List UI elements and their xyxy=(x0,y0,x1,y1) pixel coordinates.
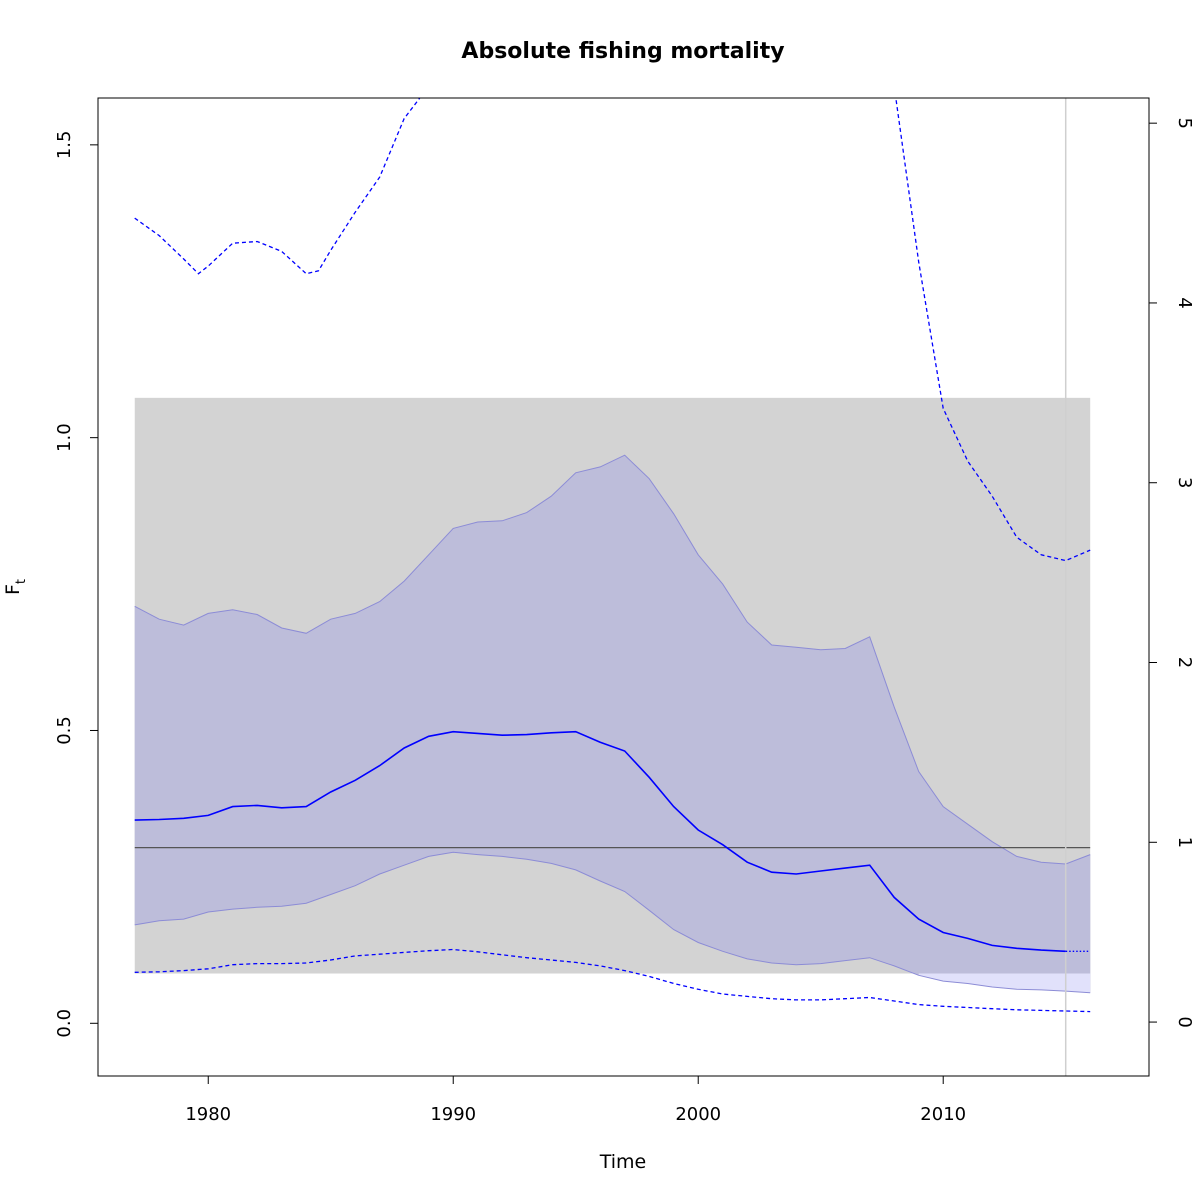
ci-lower-line xyxy=(134,851,1091,994)
upper-bound-dashed-line-right xyxy=(895,98,1091,562)
y-axis-label: Ft xyxy=(2,579,29,595)
x-tick-label: 1980 xyxy=(185,1104,231,1125)
upper-bound-dashed-line xyxy=(134,98,421,275)
y-axis-left: 0.0 0.5 1.0 1.5 xyxy=(54,131,99,1038)
x-tick-label: 1990 xyxy=(430,1104,476,1125)
ci-upper-line xyxy=(134,454,1091,865)
y-tick-label: 0.0 xyxy=(54,1009,75,1038)
y2-tick-label: 0 xyxy=(1174,1016,1195,1027)
y-tick-label: 1.5 xyxy=(54,131,75,160)
confidence-band-lower-light xyxy=(918,973,1091,993)
y-axis-right: 0 1 2 3 4 5 xyxy=(1148,117,1195,1028)
svg-text:Ft: Ft xyxy=(2,579,29,595)
y-axis-label-subscript: t xyxy=(14,579,29,584)
y-axis-label-main: F xyxy=(2,584,24,595)
x-axis: 1980 1990 2000 2010 xyxy=(185,1075,966,1125)
y-tick-label: 1.0 xyxy=(54,423,75,452)
chart-title: Absolute fishing mortality xyxy=(461,39,784,64)
y2-tick-label: 4 xyxy=(1174,297,1195,308)
x-tick-label: 2010 xyxy=(920,1104,966,1125)
y2-tick-label: 3 xyxy=(1174,477,1195,488)
plot-area xyxy=(134,98,1091,1076)
y2-tick-label: 5 xyxy=(1174,117,1195,128)
x-axis-label: Time xyxy=(599,1151,647,1173)
y2-tick-label: 1 xyxy=(1174,837,1195,848)
x-tick-label: 2000 xyxy=(675,1104,721,1125)
y2-tick-label: 2 xyxy=(1174,657,1195,668)
confidence-band xyxy=(134,455,1091,993)
y-tick-label: 0.5 xyxy=(54,716,75,745)
estimate-line xyxy=(134,730,1066,953)
